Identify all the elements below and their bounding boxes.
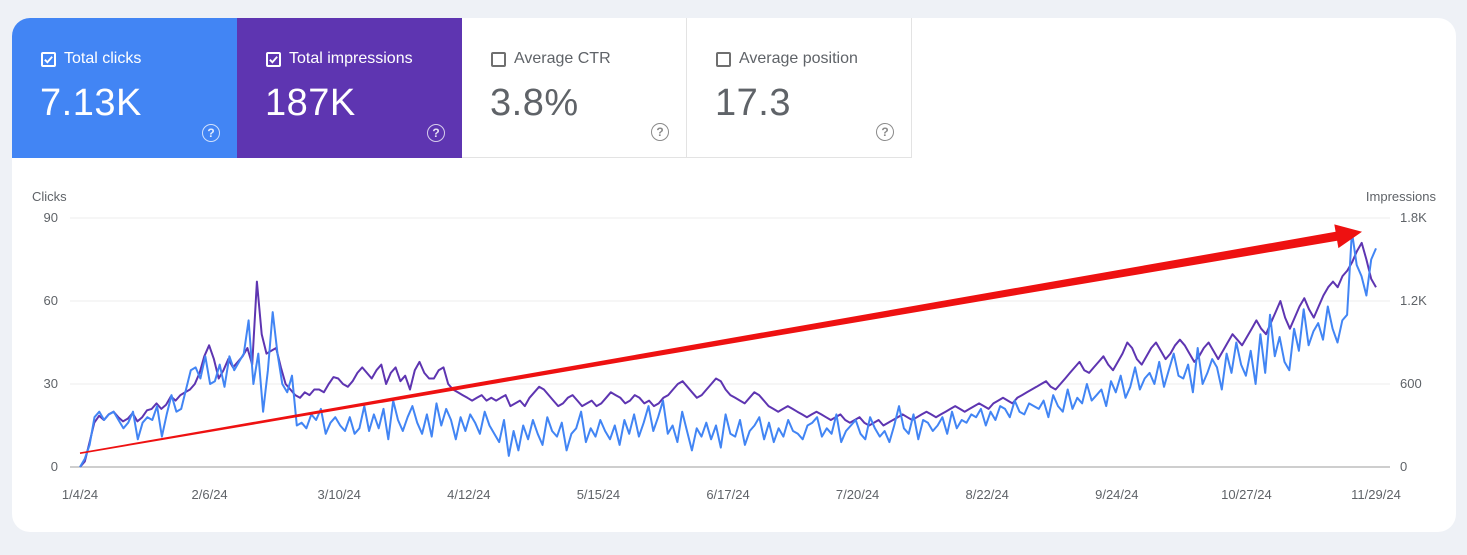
left-axis-ticks: 0 30 60 90 (44, 210, 58, 474)
metric-header: Total clicks (41, 50, 141, 68)
metric-value: 7.13K (40, 82, 142, 124)
help-icon[interactable]: ? (427, 124, 445, 142)
x-axis-tick-label: 6/17/24 (706, 487, 749, 502)
help-icon[interactable]: ? (202, 124, 220, 142)
left-axis-tick-label: 0 (51, 459, 58, 474)
trend-arrow-annotation (79, 224, 1362, 454)
x-axis-tick-label: 4/12/24 (447, 487, 490, 502)
x-axis-tick-label: 1/4/24 (62, 487, 98, 502)
checkbox-checked-icon[interactable] (41, 51, 56, 67)
annotation-layer (79, 224, 1362, 454)
metric-average-ctr[interactable]: Average CTR 3.8% ? (462, 18, 687, 158)
x-axis-tick-label: 8/22/24 (966, 487, 1009, 502)
x-axis-tick-label: 7/20/24 (836, 487, 879, 502)
metric-tabs: Total clicks 7.13K ? Total impressions 1… (12, 18, 912, 158)
performance-card: Total clicks 7.13K ? Total impressions 1… (12, 18, 1456, 532)
left-axis-tick-label: 30 (44, 376, 58, 391)
left-axis-title: Clicks (32, 189, 67, 204)
x-axis-tick-label: 10/27/24 (1221, 487, 1272, 502)
x-axis-tick-label: 11/29/24 (1351, 487, 1401, 502)
metric-label: Total clicks (64, 50, 142, 67)
checkbox-unchecked-icon[interactable] (491, 51, 506, 67)
metric-value: 17.3 (715, 82, 791, 124)
metric-header: Average position (716, 50, 858, 68)
x-axis-tick-label: 5/15/24 (577, 487, 620, 502)
metric-total-clicks[interactable]: Total clicks 7.13K ? (12, 18, 237, 158)
right-axis-tick-label: 600 (1400, 376, 1422, 391)
left-axis-tick-label: 90 (44, 210, 58, 225)
metric-value: 187K (265, 82, 356, 124)
metric-label: Average position (739, 50, 858, 67)
left-axis-tick-label: 60 (44, 293, 58, 308)
checkbox-unchecked-icon[interactable] (716, 51, 731, 67)
series-line-impressions (79, 241, 1377, 468)
metric-label: Total impressions (289, 50, 413, 67)
metric-value: 3.8% (490, 82, 579, 124)
x-axis-tick-label: 3/10/24 (318, 487, 361, 502)
x-axis-ticks: 1/4/24 2/6/24 3/10/24 4/12/24 5/15/24 6/17/24… (62, 487, 1401, 502)
right-axis-ticks: 0 600 1.2K 1.8K (1400, 210, 1427, 474)
right-axis-tick-label: 1.2K (1400, 293, 1427, 308)
right-axis-tick-label: 0 (1400, 459, 1407, 474)
metric-total-impressions[interactable]: Total impressions 187K ? (237, 18, 462, 158)
x-axis-tick-label: 2/6/24 (192, 487, 228, 502)
right-axis-tick-label: 1.8K (1400, 210, 1427, 225)
help-icon[interactable]: ? (876, 123, 894, 141)
metric-average-position[interactable]: Average position 17.3 ? (687, 18, 912, 158)
checkbox-checked-icon[interactable] (266, 51, 281, 67)
metric-label: Average CTR (514, 50, 611, 67)
metric-header: Total impressions (266, 50, 413, 68)
help-icon[interactable]: ? (651, 123, 669, 141)
x-axis-tick-label: 9/24/24 (1095, 487, 1138, 502)
metric-header: Average CTR (491, 50, 611, 68)
right-axis-title: Impressions (1366, 189, 1437, 204)
